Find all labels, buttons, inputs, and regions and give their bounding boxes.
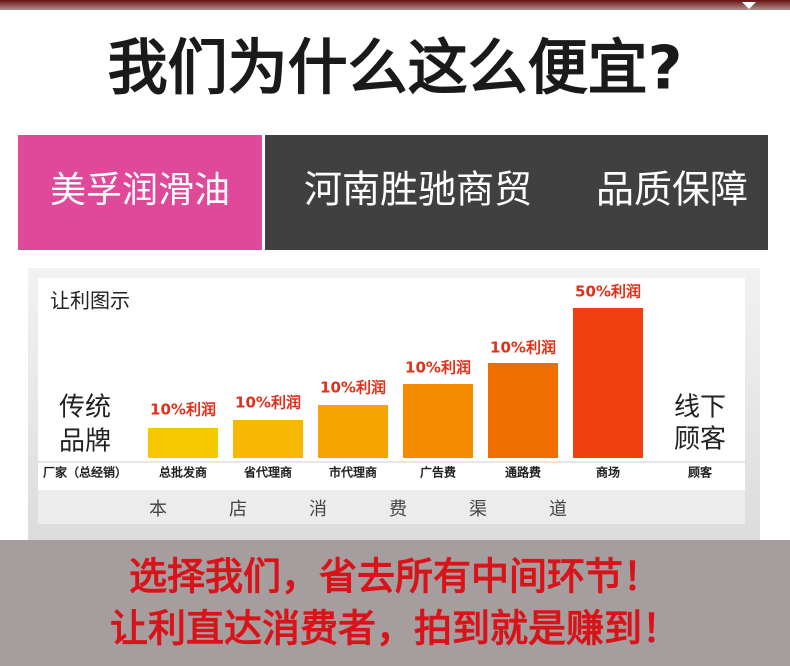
- footer-line: 选择我们，省去所有中间环节！: [129, 554, 661, 599]
- stage-bar: [573, 308, 643, 458]
- right-label: 线下: [674, 393, 726, 423]
- company-box: [265, 135, 768, 250]
- stage-label: 10%利润: [405, 359, 471, 377]
- target: 顾客: [688, 465, 713, 480]
- stage-label: 10%利润: [320, 379, 386, 397]
- stage-bar: [148, 428, 218, 458]
- footer-line: 让利直达消费者，拍到就是赚到！: [110, 606, 680, 651]
- left-label: 传统: [59, 393, 111, 423]
- right-label: 顾客: [674, 425, 726, 455]
- stage-name: 商场: [596, 465, 620, 480]
- promise: 品质保障: [596, 168, 748, 212]
- diagram-title: 让利图示: [50, 289, 130, 313]
- stage-bar: [318, 405, 388, 458]
- stage-label: 10%利润: [150, 401, 216, 419]
- channel-band: [38, 490, 745, 524]
- source: 厂家（总经销）: [43, 465, 127, 480]
- stage-label: 50%利润: [575, 283, 641, 301]
- left-label: 品牌: [59, 427, 111, 457]
- stage-name: 总批发商: [159, 465, 207, 480]
- stage-name: 市代理商: [329, 465, 377, 480]
- channel: 本店消费渠道: [149, 499, 629, 520]
- stage-name: 广告费: [420, 465, 456, 480]
- stage-name: 通路费: [505, 465, 541, 480]
- stage-label: 10%利润: [490, 339, 556, 357]
- stage-name: 省代理商: [243, 465, 292, 480]
- brand-box: [18, 135, 262, 250]
- stage-label: 10%利润: [235, 394, 301, 412]
- brand: 美孚润滑油: [50, 170, 230, 211]
- company: 河南胜驰商贸: [304, 168, 532, 212]
- title: 我们为什么这么便宜?: [108, 34, 683, 104]
- top-arrow: [742, 2, 756, 9]
- stage-bar: [488, 363, 558, 458]
- stage-bar: [233, 420, 303, 458]
- top-band: [0, 0, 790, 10]
- stage-bar: [403, 384, 473, 458]
- footer-band: [0, 540, 790, 666]
